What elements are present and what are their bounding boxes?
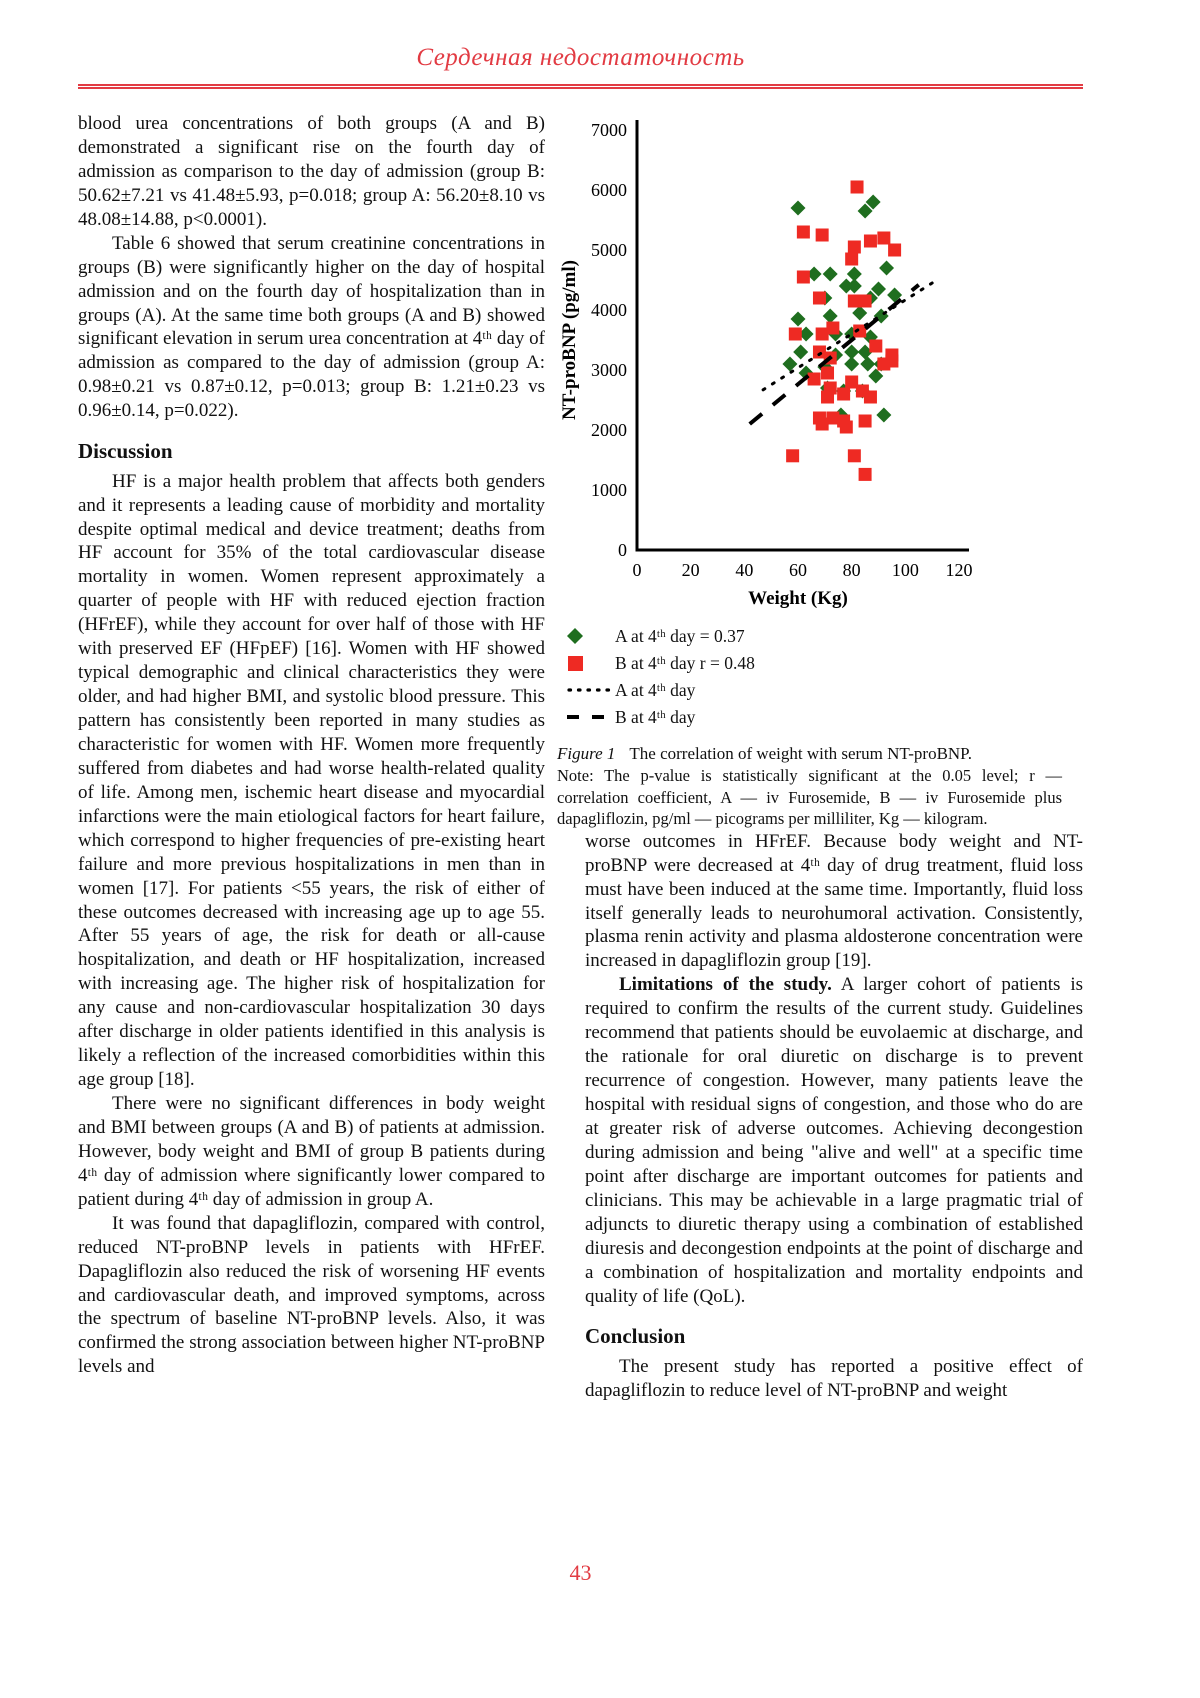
svg-text:5000: 5000: [591, 240, 627, 260]
legend-item: A at 4ᵗʰ day: [565, 677, 1062, 704]
svg-text:40: 40: [735, 560, 753, 580]
paragraph-results-creatinine: Table 6 showed that serum creatinine con…: [78, 232, 545, 422]
chart-legend: A at 4ᵗʰ day = 0.37 B at 4ᵗʰ day r = 0.4…: [565, 623, 1062, 731]
right-column: NT-proBNP (pg/ml) Weight (Kg) 0 1000 2000 3…: [557, 112, 1083, 1403]
page-number: 43: [569, 1560, 592, 1585]
figure-caption-text: The correlation of weight with serum NT-…: [629, 743, 973, 763]
scatter-chart: NT-proBNP (pg/ml) Weight (Kg) 0100020003…: [559, 120, 973, 609]
svg-text:2000: 2000: [591, 420, 627, 440]
svg-text:1000: 1000: [591, 480, 627, 500]
paragraph-discussion-hf: HF is a major health problem that affect…: [78, 470, 545, 1091]
svg-text:80: 80: [843, 560, 861, 580]
svg-text:0: 0: [633, 560, 642, 580]
svg-text:60: 60: [789, 560, 807, 580]
figure-note: Note: The p-value is statistically signi…: [557, 766, 1062, 829]
legend-label: B at 4ᵗʰ day r = 0.48: [615, 653, 755, 674]
two-column-content: blood urea concentrations of both groups…: [78, 112, 1083, 1403]
conclusion-heading: Conclusion: [585, 1324, 686, 1349]
figure-1: NT-proBNP (pg/ml) Weight (Kg) 0 1000 2000 3…: [557, 112, 1062, 830]
dotted-line-marker-icon: [565, 684, 615, 696]
paragraph-discussion-dapagliflozin: It was found that dapagliflozin, compare…: [78, 1212, 545, 1378]
svg-text:7000: 7000: [591, 120, 627, 140]
paragraph-text: worse outcomes in HFrEF. Because body we…: [585, 830, 1083, 972]
svg-text:0: 0: [618, 540, 627, 560]
page-header: Сердечная недостаточность: [78, 44, 1083, 89]
paragraph-worse-outcomes: worse outcomes in HFrEF. Because body we…: [585, 830, 1083, 974]
legend-item: B at 4ᵗʰ day: [565, 704, 1062, 731]
legend-item: A at 4ᵗʰ day = 0.37: [565, 623, 1062, 650]
paragraph-conclusion: The present study has reported a positiv…: [585, 1355, 1083, 1401]
legend-item: B at 4ᵗʰ day r = 0.48: [565, 650, 1062, 677]
y-axis-label: NT-proBNP (pg/ml): [559, 260, 580, 420]
limitations-lead: Limitations of the study.: [619, 974, 832, 996]
svg-text:120: 120: [946, 560, 973, 580]
paragraph-discussion-bmi: There were no significant differences in…: [78, 1093, 545, 1210]
figure-caption-label: Figure 1: [557, 743, 616, 763]
journal-section-title: Сердечная недостаточность: [416, 44, 745, 71]
paragraph-limitations: Limitations of the study. A larger cohor…: [585, 973, 1083, 1308]
svg-text:4000: 4000: [591, 300, 627, 320]
legend-label: B at 4ᵗʰ day: [615, 707, 696, 728]
svg-text:6000: 6000: [591, 180, 627, 200]
legend-label: A at 4ᵗʰ day: [615, 680, 696, 701]
legend-label: A at 4ᵗʰ day = 0.37: [615, 626, 745, 647]
limitations-body: A larger cohort of patients is required …: [585, 974, 1083, 1307]
page-footer: 43: [78, 1560, 1083, 1586]
green-diamond-marker-icon: [565, 626, 615, 646]
discussion-heading: Discussion: [78, 439, 173, 464]
x-axis-label: Weight (Kg): [748, 588, 848, 609]
figure-caption: Figure 1 The correlation of weight with s…: [557, 743, 1062, 830]
svg-text:100: 100: [892, 560, 919, 580]
svg-text:3000: 3000: [591, 360, 627, 380]
left-column: blood urea concentrations of both groups…: [78, 112, 545, 1403]
red-square-marker-icon: [565, 653, 615, 673]
svg-text:20: 20: [682, 560, 700, 580]
dashed-line-marker-icon: [565, 711, 615, 723]
header-rule: [78, 84, 1083, 89]
paragraph-results-urea: blood urea concentrations of both groups…: [78, 113, 545, 230]
